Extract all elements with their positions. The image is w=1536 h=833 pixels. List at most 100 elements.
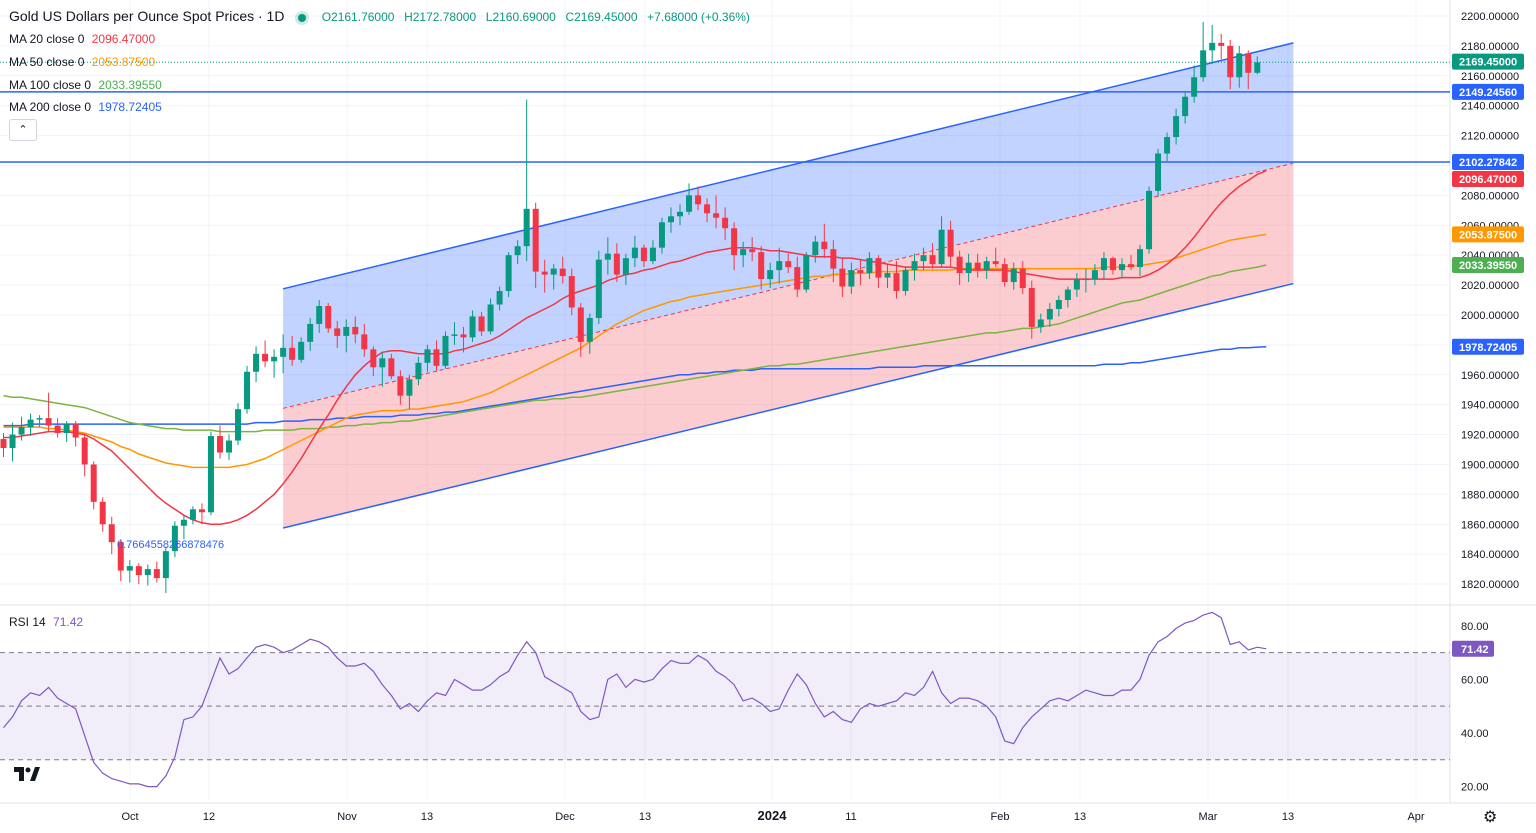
- candle-body: [803, 255, 810, 290]
- candle: [1109, 256, 1116, 275]
- candle: [1073, 273, 1080, 298]
- candle-body: [640, 247, 647, 262]
- rsi-tick-label: 20.00: [1461, 782, 1489, 794]
- candle: [631, 235, 638, 268]
- candle-body: [505, 255, 512, 292]
- candle: [27, 413, 34, 437]
- candle: [595, 250, 602, 324]
- candle-body: [406, 379, 413, 396]
- time-tick-label: Feb: [991, 811, 1010, 823]
- candle: [63, 421, 70, 443]
- candle: [974, 253, 981, 278]
- candle: [893, 261, 900, 299]
- candle-body: [415, 362, 422, 380]
- candle: [171, 521, 178, 558]
- candle-body: [207, 436, 214, 513]
- candle-body: [866, 258, 873, 274]
- candle: [1200, 21, 1207, 82]
- candle-body: [298, 341, 305, 360]
- legend-ma50[interactable]: MA 50 close 0 2053.87500: [9, 55, 156, 69]
- legend-ma100[interactable]: MA 100 close 0 2033.39550: [9, 78, 162, 92]
- gear-icon[interactable]: ⚙: [1483, 809, 1498, 826]
- tradingview-logo-icon[interactable]: [14, 767, 40, 786]
- price-tick-label: 1820.00000: [1461, 579, 1519, 591]
- time-axis[interactable]: Oct 12 Nov 13 Dec 13 2024 11 Feb 13 Mar 13 Apr: [121, 808, 1424, 823]
- candle: [325, 302, 332, 333]
- candle-body: [1227, 45, 1234, 78]
- time-tick-label: 13: [1074, 811, 1086, 823]
- candle: [406, 374, 413, 410]
- candle: [857, 259, 864, 286]
- candle: [1209, 24, 1216, 64]
- candle-body: [1128, 264, 1134, 268]
- candle: [90, 461, 97, 510]
- candle: [541, 259, 548, 293]
- candle: [1118, 258, 1125, 278]
- rsi-legend[interactable]: RSI 14 71.42: [9, 615, 83, 629]
- symbol-title[interactable]: Gold US Dollars per Ounce Spot Prices · …: [9, 8, 285, 24]
- time-tick-label: Mar: [1199, 811, 1218, 823]
- candle-body: [126, 566, 133, 571]
- candle-body: [108, 524, 115, 543]
- candle-body: [1164, 137, 1171, 154]
- legend-ma20[interactable]: MA 20 close 0 2096.47000: [9, 32, 156, 46]
- candle: [1037, 313, 1044, 333]
- time-tick-label: 12: [203, 811, 215, 823]
- candle-body: [595, 259, 602, 318]
- candle-body: [1200, 50, 1207, 78]
- candle-body: [658, 222, 665, 248]
- candle: [189, 506, 196, 525]
- candle: [704, 198, 711, 223]
- candle-body: [1118, 264, 1125, 271]
- time-tick-label: 2024: [758, 808, 788, 823]
- candle: [298, 337, 305, 363]
- candle-body: [1010, 268, 1017, 283]
- candle: [776, 247, 783, 284]
- price-tick-label: 1940.00000: [1461, 400, 1519, 412]
- candle: [983, 256, 990, 280]
- candle: [478, 311, 485, 336]
- candle: [677, 204, 683, 226]
- candle-body: [929, 255, 936, 265]
- candle-body: [370, 349, 377, 368]
- candle-body: [577, 307, 584, 342]
- collapse-legend-button[interactable]: ⌃: [9, 119, 37, 141]
- candle: [198, 503, 205, 525]
- candle-body: [244, 371, 251, 410]
- price-tick-label: 1880.00000: [1461, 489, 1519, 501]
- candle-body: [622, 258, 629, 275]
- candle: [370, 346, 377, 377]
- candle: [794, 256, 801, 298]
- candle-body: [27, 419, 34, 428]
- candle: [280, 334, 287, 374]
- candle: [54, 418, 61, 438]
- candle-body: [90, 464, 97, 502]
- candle: [496, 286, 503, 311]
- candle-body: [1082, 279, 1089, 281]
- candle-body: [631, 247, 638, 259]
- price-label-bg: [1452, 154, 1524, 171]
- rsi-tick-label: 40.00: [1461, 728, 1489, 740]
- candle-body: [839, 268, 846, 287]
- candle: [658, 217, 665, 254]
- candle-body: [758, 252, 765, 280]
- price-label-bg: [1452, 338, 1524, 355]
- candle-body: [1137, 249, 1144, 268]
- candle: [1227, 39, 1234, 90]
- price-tick-label: 2080.00000: [1461, 190, 1519, 202]
- legend-ma50-value: 2053.87500: [91, 55, 156, 69]
- candle-body: [911, 261, 918, 271]
- legend-ma200[interactable]: MA 200 close 0 1978.72405: [9, 100, 162, 114]
- rsi-axis[interactable]: 80.00 60.00 40.00 20.00 71.42: [1452, 621, 1494, 794]
- candle: [956, 250, 963, 286]
- price-tick-label: 1960.00000: [1461, 370, 1519, 382]
- candle-body: [379, 358, 386, 368]
- candle: [316, 300, 323, 333]
- candle-body: [162, 551, 169, 579]
- candle-body: [226, 440, 232, 453]
- candle: [424, 344, 431, 372]
- candle: [686, 183, 693, 215]
- candle: [622, 253, 629, 286]
- candle: [18, 416, 25, 441]
